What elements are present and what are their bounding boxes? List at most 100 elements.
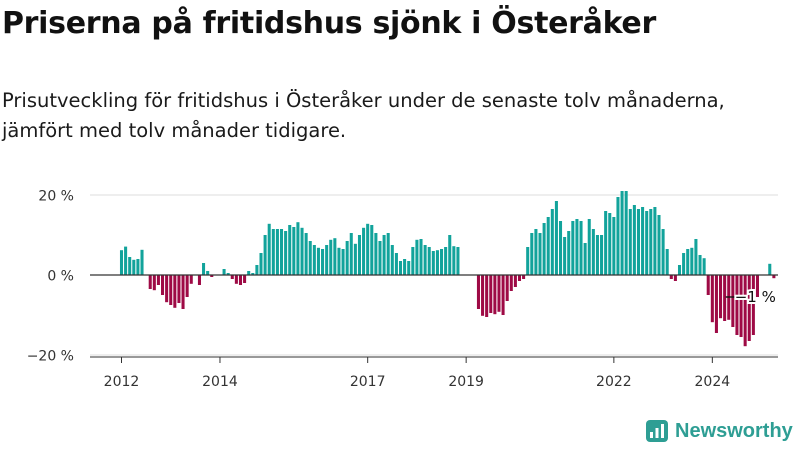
bar: [694, 239, 698, 275]
bar: [181, 275, 185, 309]
bar: [234, 275, 238, 284]
bar: [563, 237, 567, 275]
bar: [296, 222, 300, 275]
bar: [411, 247, 415, 275]
bar: [345, 241, 349, 275]
bar: [743, 275, 747, 347]
bar: [316, 247, 320, 275]
brand-name: Newsworthy: [675, 419, 793, 442]
bar: [271, 229, 275, 275]
bar: [427, 247, 431, 275]
bar: [452, 246, 456, 275]
bar: [403, 259, 407, 275]
bar: [677, 265, 682, 275]
bar: [353, 243, 357, 275]
bar: [333, 238, 337, 275]
newsworthy-logo-icon: [646, 420, 668, 442]
bar: [624, 191, 628, 275]
bar: [534, 229, 538, 275]
bar: [661, 229, 665, 275]
bar: [357, 235, 361, 275]
bar: [431, 251, 435, 275]
axis-labels: 20 % 0 % −20 % 2012 2014 2017 2019 2022 2024 −1 %: [27, 189, 778, 391]
bar: [238, 275, 243, 285]
bar: [279, 229, 284, 275]
bar: [390, 245, 394, 275]
bar: [567, 231, 571, 275]
bar: [513, 275, 517, 287]
chart-subtitle: Prisutveckling för fritidshus i Österåke…: [2, 89, 725, 142]
bar: [202, 263, 206, 275]
bar: [530, 233, 534, 275]
bar: [657, 215, 661, 275]
bar: [362, 227, 366, 275]
bar: [243, 275, 247, 283]
bar: [665, 249, 669, 275]
x-tick-label: 2022: [596, 374, 632, 390]
bar: [628, 209, 632, 275]
bar: [263, 235, 267, 275]
chart-title: Priserna på fritidshus sjönk i Österåker: [2, 6, 656, 41]
bar: [226, 273, 230, 275]
bar: [559, 221, 563, 275]
bar: [423, 245, 427, 275]
grid-lines: [90, 194, 778, 356]
bar: [337, 247, 341, 275]
bar: [329, 239, 333, 275]
annotation-label: −1 %: [735, 288, 776, 306]
bar: [398, 261, 403, 275]
bar: [690, 247, 694, 275]
bar: [444, 247, 448, 275]
bar: [673, 275, 677, 281]
bar: [119, 250, 124, 275]
bar: [440, 249, 444, 275]
bar: [641, 207, 645, 275]
bar: [321, 249, 325, 275]
bar: [247, 271, 251, 275]
bar: [378, 241, 382, 275]
bar: [206, 271, 210, 275]
bar: [669, 275, 673, 279]
bar: [435, 250, 439, 275]
bar: [152, 275, 156, 291]
bar: [735, 275, 739, 335]
bar: [706, 275, 710, 295]
bar: [550, 209, 554, 275]
bar: [448, 235, 452, 275]
bar: [698, 255, 702, 275]
bar: [161, 275, 165, 295]
bar: [612, 217, 616, 275]
bar: [382, 235, 386, 275]
bar: [645, 211, 649, 275]
brand-logo: Newsworthy: [645, 419, 793, 443]
bar: [608, 213, 612, 275]
x-tick-label: 2012: [104, 374, 140, 390]
bar: [751, 275, 755, 335]
bar: [370, 225, 374, 275]
bar: [723, 275, 727, 321]
bar: [304, 233, 308, 275]
bar: [731, 275, 735, 327]
bar: [386, 233, 390, 275]
bar: [591, 229, 595, 275]
bar: [230, 275, 234, 279]
bar: [251, 273, 255, 275]
bar: [308, 241, 312, 275]
bar: [489, 275, 493, 313]
bar: [575, 219, 579, 275]
bar: [300, 227, 304, 275]
bar: [349, 233, 353, 275]
bar: [128, 257, 132, 275]
bar: [636, 209, 640, 275]
bar: [579, 221, 583, 275]
bar: [755, 275, 759, 297]
bar: [259, 253, 263, 275]
bar: [505, 275, 509, 301]
bar: [288, 225, 292, 275]
bar: [132, 259, 136, 275]
bar: [747, 275, 751, 341]
bar: [538, 233, 542, 275]
bar: [772, 275, 776, 279]
bar: [682, 253, 686, 275]
